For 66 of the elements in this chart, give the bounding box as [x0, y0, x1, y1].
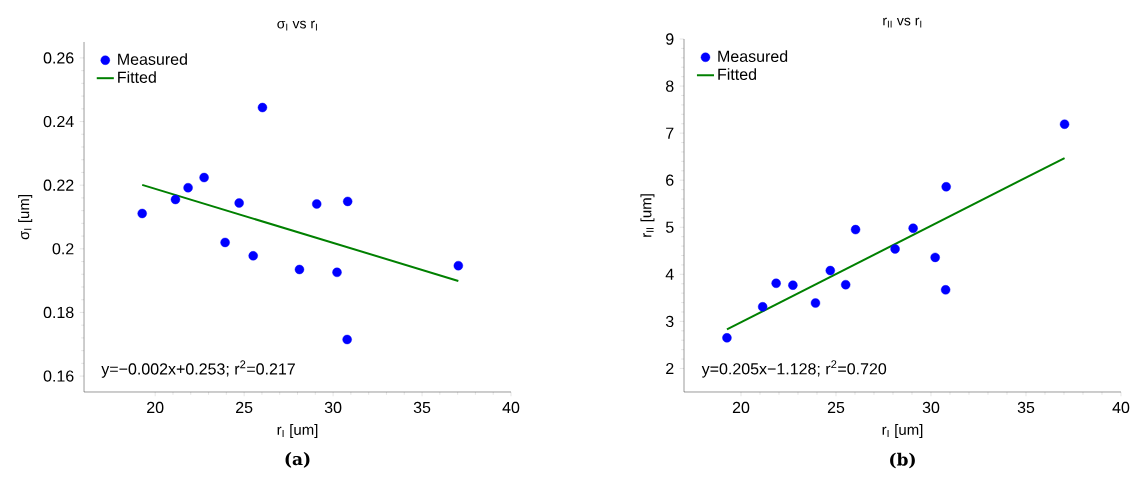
point — [1059, 119, 1070, 129]
point — [342, 196, 353, 207]
annotation: y=−0.002x+0.253; r$^{2}$=0.217 — [101, 360, 295, 378]
point — [840, 279, 851, 290]
point — [220, 237, 230, 248]
annotation: y=0.205x−1.128; r$^{2}$=0.720 — [701, 360, 887, 378]
y-tick-label: 9 — [666, 33, 674, 45]
point — [234, 198, 244, 208]
y-tick-label: 7 — [666, 127, 674, 139]
point — [825, 265, 835, 276]
legend-label: Measured — [118, 53, 187, 65]
x-tick-label: 40 — [502, 401, 520, 414]
point — [810, 298, 821, 308]
y-tick-label: 6 — [666, 174, 674, 186]
y-tick-label: 0.22 — [43, 179, 74, 191]
point — [941, 182, 951, 192]
point — [757, 302, 768, 312]
point — [332, 267, 342, 278]
point — [940, 285, 951, 295]
point — [722, 333, 732, 343]
x-tick-label: 30 — [922, 401, 940, 414]
point — [294, 264, 305, 275]
point — [890, 244, 900, 254]
point — [312, 199, 322, 209]
point — [453, 260, 464, 271]
y-tick-label: 5 — [665, 221, 674, 233]
y-tick-label: 8 — [665, 80, 674, 92]
point — [183, 183, 193, 193]
x-tick-label: 30 — [324, 401, 342, 414]
x-tick-label: 25 — [827, 401, 845, 414]
chart-title: σ$_{I}$ vs r$_{I}$ — [277, 20, 317, 31]
legend-label: Fitted — [118, 71, 156, 83]
y-tick-label: 4 — [665, 268, 674, 280]
text: (a) — [285, 452, 310, 468]
x-tick-label: 35 — [413, 401, 431, 414]
point — [170, 194, 181, 205]
point — [908, 223, 918, 233]
y-axis-title: σ$_{I}$ [um] — [18, 195, 33, 240]
legend-label: Measured — [718, 50, 788, 63]
legend-label: Fitted — [718, 68, 757, 81]
point — [342, 334, 352, 345]
point — [930, 252, 940, 263]
point — [199, 172, 209, 183]
text: (b) — [890, 452, 915, 469]
y-tick-label: 2 — [666, 362, 674, 375]
y-tick-label: 3 — [665, 315, 674, 328]
y-tick-label: 0.18 — [43, 306, 74, 319]
y-tick-label: 0.24 — [43, 115, 74, 128]
x-axis-title: r$_{I}$ [um] — [277, 423, 318, 438]
x-tick-label: 25 — [236, 401, 253, 414]
x-tick-label: 20 — [147, 401, 164, 414]
point — [257, 102, 268, 113]
x-tick-label: 40 — [1112, 401, 1130, 414]
point — [248, 251, 258, 261]
x-tick-label: 20 — [732, 401, 750, 414]
y-axis-title: r$_{II}$ [um] — [640, 194, 655, 237]
chart-title: r$_{II}$ vs r$_{I}$ — [883, 17, 922, 28]
x-axis-title: r$_{I}$ [um] — [882, 423, 923, 438]
y-tick-label: 0.26 — [43, 52, 74, 64]
point — [137, 208, 147, 219]
point — [771, 278, 781, 288]
x-tick-label: 35 — [1017, 401, 1035, 414]
y-tick-label: 0.2 — [52, 243, 74, 255]
point — [850, 224, 861, 235]
y-tick-label: 0.16 — [43, 370, 74, 382]
point — [788, 280, 798, 290]
